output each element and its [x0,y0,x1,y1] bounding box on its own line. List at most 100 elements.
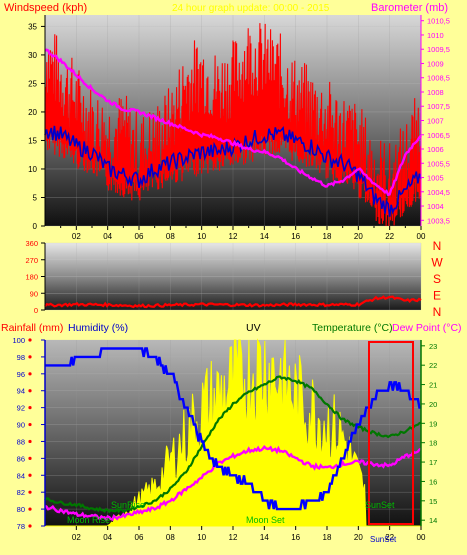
humidity-y-tick-label: 82 [17,488,25,497]
wind-x-tick-label: 22 [385,232,394,241]
temp-y-tick-label: 19 [429,419,437,428]
baro-y-tick-label: 1010,5 [427,17,450,26]
humidity-x-tick-label: 22 [385,533,394,542]
temp-y-tick-label: 17 [429,458,437,467]
temp-y-tick-label: 22 [429,361,437,370]
rainfall-tick-dot [28,406,32,410]
humidity-x-tick-label: 20 [354,533,363,542]
wind-y-ticks: 0 5 10 15 20 25 30 35 [28,22,45,231]
uv-label: UV [246,322,261,334]
direction-letter-n: N [433,239,442,253]
temp-y-tick-label: 14 [429,516,437,525]
wind-y-tick-label: 5 [33,193,38,202]
humidity-y-tick-label: 100 [12,336,25,345]
wind-y-tick-label: 35 [28,22,37,31]
direction-series [44,295,422,309]
windspeed-label: Windspeed (kph) [4,2,87,14]
wind-x-tick-label: 04 [103,232,112,241]
humidity-x-ticks: 02 04 06 08 10 12 14 16 18 20 22 00 [72,526,426,542]
uv-series [45,338,421,527]
rain-bar [368,341,414,525]
baro-y-tick-label: 1008,5 [427,74,450,83]
rainfall-tick-dot [28,439,32,444]
direction-y-tick-label: 180 [25,273,38,282]
humidity-x-tick-label: 00 [417,533,426,542]
humidity-x-tick-label: 08 [166,533,175,542]
direction-y-tick-label: 0 [34,306,38,315]
wind-series [44,23,422,227]
humidity-label: Humidity (%) [68,322,128,334]
humidity-y-tick-label: 96 [17,370,25,379]
humidity-y-tick-label: 78 [17,522,25,531]
humidity-y-tick-label: 86 [17,454,25,463]
humidity-y-tick-label: 80 [17,505,25,514]
rainfall-tick-dot [28,473,32,477]
baro-y-tick-label: 1008 [427,88,444,97]
baro-y-tick-label: 1010 [427,31,444,40]
rainfall-label: Rainfall (mm) [1,322,63,334]
temperature-label: Temperature (°C) [312,322,393,334]
rainfall-tick-dot [28,507,32,511]
dewpoint-label: Dew Point (°C) [392,322,462,334]
temp-y-ticks: 14 15 16 17 18 19 20 21 22 23 [421,342,437,525]
moonset-label: Moon Set [246,515,285,525]
humidity-series [45,347,421,511]
dewpoint-series [44,445,422,522]
rainfall-tick-dot [28,355,32,359]
wind-x-tick-label: 16 [291,232,300,241]
direction-y-tick-label: 270 [25,256,38,265]
direction-letter-n: N [433,305,442,319]
baro-y-tick-label: 1005,5 [427,159,450,168]
baro-y-ticks: 1003,5 1004 1004,5 1005 1005,5 1006 1006,5 1007… [421,17,450,225]
sunset-label: SunSet [365,500,395,510]
wind-gust-trace [44,23,422,227]
humidity-x-tick-label: 04 [103,533,112,542]
baro-y-tick-label: 1006,5 [427,131,450,140]
wind-x-tick-label: 08 [166,232,175,241]
wind-x-tick-label: 06 [135,232,144,241]
wind-x-tick-label: 00 [417,232,426,241]
wind-x-tick-label: 12 [229,232,238,241]
temp-y-tick-label: 20 [429,400,437,409]
baro-y-tick-label: 1004,5 [427,188,450,197]
temp-y-tick-label: 16 [429,477,437,486]
wind-x-tick-label: 02 [72,232,81,241]
wind-y-tick-label: 0 [33,222,38,231]
rainfall-tick-dot [28,524,32,528]
wind-y-tick-label: 15 [28,136,37,145]
wind-x-tick-label: 14 [260,232,269,241]
humidity-x-tick-label: 14 [260,533,269,542]
baro-y-tick-label: 1009 [427,59,444,68]
baro-y-tick-label: 1005 [427,174,444,183]
humidity-y-tick-label: 90 [17,421,25,430]
barometer-series [44,48,422,197]
humidity-x-tick-label: 06 [135,533,144,542]
baro-y-tick-label: 1004 [427,202,444,211]
humidity-y-tick-label: 84 [17,471,25,480]
wind-y-tick-label: 30 [28,51,37,60]
direction-y-tick-label: 90 [30,289,38,298]
direction-y-ticks: 0 90 180 270 360 [25,239,45,315]
temp-y-tick-label: 23 [429,342,437,351]
sunset-label-2: SunSet [370,535,397,544]
direction-letter-e: E [433,289,441,303]
humidity-y-tick-label: 92 [17,404,25,413]
sunrise-label: SunRise [111,500,145,510]
temp-y-tick-label: 21 [429,381,437,390]
temperature-series [44,375,422,514]
temp-y-tick-label: 18 [429,439,437,448]
baro-y-tick-label: 1007 [427,117,444,126]
wind-x-ticks: 02 04 06 08 10 12 14 16 18 20 22 00 [60,226,426,241]
rainfall-tick-dot [28,456,32,460]
humidity-y-tick-label: 94 [17,387,25,396]
humidity-x-tick-label: 10 [197,533,206,542]
moonrise-label: Moon Rise [67,515,110,525]
timestamp-label: 24 hour graph update: 00:00 - 2015 [172,3,330,14]
humidity-y-ticks: 78 80 82 84 86 88 90 92 94 96 98 100 [12,336,45,531]
baro-y-tick-label: 1003,5 [427,216,450,225]
humidity-x-tick-label: 16 [291,533,300,542]
baro-y-tick-label: 1009,5 [427,45,450,54]
rainfall-tick-dot [28,372,32,376]
humidity-x-tick-label: 18 [323,533,332,542]
